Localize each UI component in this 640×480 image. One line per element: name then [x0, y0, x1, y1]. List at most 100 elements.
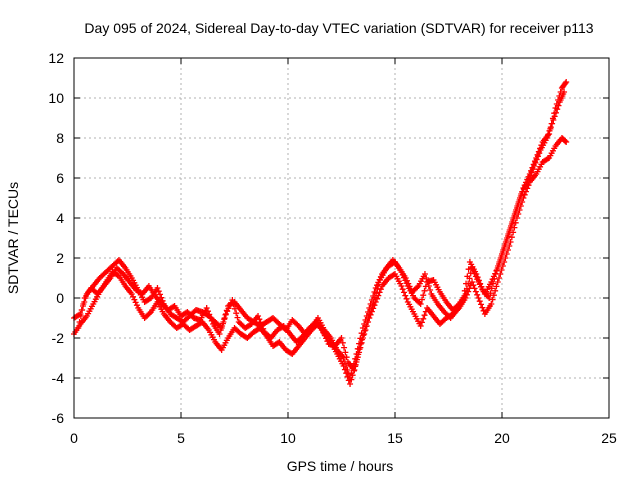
data-point-track-b — [490, 292, 497, 299]
data-point-track-b — [479, 304, 486, 311]
data-point-track-c — [324, 338, 331, 345]
x-axis-label: GPS time / hours — [287, 458, 394, 474]
data-point-track-c — [226, 302, 233, 309]
data-point-track-c — [461, 287, 468, 294]
data-point-track-c — [76, 319, 83, 325]
data-point-track-c — [492, 271, 499, 277]
data-point-track-c — [513, 207, 520, 213]
data-point-track-c — [221, 315, 228, 321]
y-tick-label: -6 — [52, 410, 65, 426]
data-point-track-a — [157, 291, 164, 298]
data-point-track-b — [463, 291, 470, 298]
y-tick-label: 6 — [56, 170, 64, 186]
data-point-track-b — [470, 282, 477, 289]
data-point-track-a — [420, 292, 427, 299]
data-point-track-a — [416, 299, 423, 306]
data-point-track-c — [534, 153, 541, 160]
data-point-track-c — [561, 89, 568, 95]
data-point-track-c — [423, 275, 430, 281]
data-point-track-b — [399, 286, 406, 293]
grid — [74, 58, 609, 418]
data-point-track-c — [527, 172, 534, 179]
data-point-track-c — [217, 327, 224, 333]
data-point-track-a — [417, 301, 424, 307]
data-point-track-c — [351, 367, 358, 373]
data-point-track-b — [341, 366, 348, 373]
data-point-track-a — [340, 355, 347, 361]
data-point-track-a — [563, 79, 570, 85]
data-point-track-b — [347, 381, 354, 387]
data-point-track-c — [406, 283, 413, 290]
data-point-track-c — [545, 131, 552, 138]
data-point-track-b — [493, 283, 500, 290]
data-point-track-c — [366, 311, 373, 317]
data-point-track-c — [220, 319, 227, 325]
data-point-track-c — [491, 275, 498, 282]
data-point-track-c — [233, 310, 240, 317]
data-point-track-c — [369, 303, 376, 309]
x-tick-label: 25 — [601, 430, 617, 446]
data-point-track-b — [398, 283, 405, 289]
data-point-track-b — [492, 287, 499, 294]
y-tick-label: 8 — [56, 130, 64, 146]
data-point-track-c — [203, 305, 210, 311]
data-point-track-c — [206, 311, 213, 318]
data-point-track-c — [361, 327, 368, 334]
data-point-track-c — [343, 354, 350, 361]
x-tick-label: 10 — [280, 430, 296, 446]
data-point-track-b — [508, 234, 515, 241]
x-tick-label: 5 — [177, 430, 185, 446]
data-point-track-c — [490, 280, 497, 287]
data-point-track-c — [424, 279, 431, 285]
data-point-track-c — [256, 316, 263, 323]
data-point-track-c — [474, 274, 481, 281]
data-point-track-c — [552, 109, 559, 116]
data-point-track-c — [230, 301, 237, 308]
data-point-track-c — [362, 323, 369, 330]
data-point-track-c — [257, 319, 264, 326]
data-point-track-c — [502, 239, 509, 245]
data-point-track-c — [543, 135, 550, 141]
data-point-track-c — [219, 323, 226, 329]
data-point-track-c — [207, 314, 214, 321]
data-point-track-c — [486, 295, 493, 301]
data-point-track-c — [511, 211, 518, 217]
data-point-track-c — [374, 285, 381, 292]
data-point-track-c — [524, 179, 531, 185]
data-point-track-c — [478, 283, 485, 290]
data-point-track-b — [510, 229, 517, 236]
data-point-track-c — [549, 120, 556, 127]
data-point-track-c — [365, 315, 372, 321]
data-point-track-b — [348, 376, 355, 383]
data-point-track-c — [373, 290, 380, 297]
data-point-track-c — [514, 203, 521, 209]
data-point-track-b — [417, 323, 424, 329]
data-point-track-c — [425, 283, 432, 289]
y-tick-label: 4 — [56, 210, 64, 226]
data-point-track-a — [562, 80, 569, 87]
data-point-track-c — [368, 307, 375, 313]
chart-title: Day 095 of 2024, Sidereal Day-to-day VTE… — [84, 20, 593, 36]
data-point-track-c — [75, 325, 82, 331]
data-point-track-c — [229, 297, 236, 303]
data-point-track-c — [320, 329, 327, 336]
data-point-track-c — [79, 307, 86, 313]
data-point-track-b — [418, 319, 425, 326]
data-point-track-b — [376, 289, 383, 296]
data-point-track-b — [343, 370, 350, 377]
data-point-track-b — [562, 138, 569, 145]
data-point-track-c — [496, 259, 503, 265]
data-point-track-c — [255, 313, 262, 319]
y-tick-label: 2 — [56, 250, 64, 266]
data-point-track-c — [339, 339, 346, 346]
data-point-track-c — [371, 294, 378, 301]
y-tick-label: 0 — [56, 290, 64, 306]
data-point-track-c — [509, 219, 516, 225]
data-point-track-c — [533, 156, 540, 163]
data-point-track-c — [342, 349, 349, 356]
data-point-track-c — [370, 299, 377, 305]
data-point-track-b — [544, 155, 551, 162]
data-point-track-b — [476, 298, 483, 305]
